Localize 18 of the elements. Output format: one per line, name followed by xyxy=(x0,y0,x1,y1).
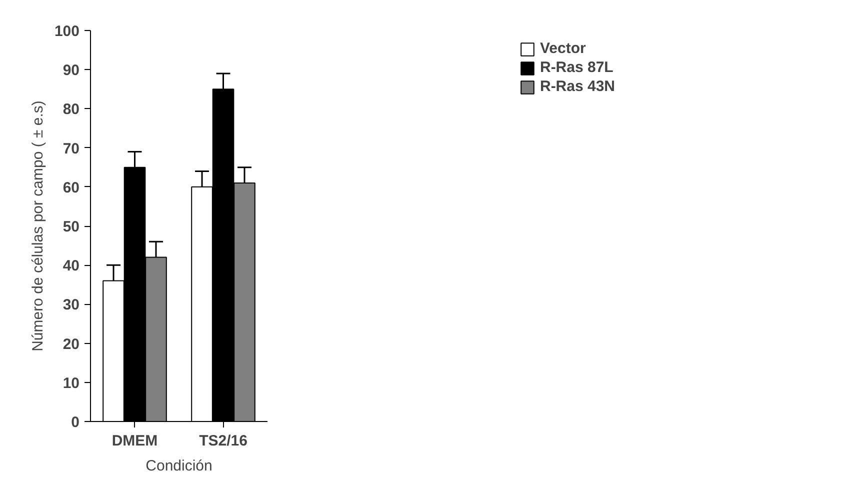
y-tick-label: 100 xyxy=(54,23,80,40)
legend-label: Vector xyxy=(540,40,586,57)
y-tick-label: 0 xyxy=(71,414,80,431)
legend-label: R-Ras 43N xyxy=(540,78,616,95)
x-axis-title: Condición xyxy=(146,458,212,474)
x-tick-label: DMEM xyxy=(112,432,158,450)
y-tick-label: 80 xyxy=(62,101,80,118)
y-tick-label: 20 xyxy=(62,336,80,353)
y-axis-title: Número de células por campo ( ± e.s) xyxy=(29,100,46,352)
x-tick-label: TS2/16 xyxy=(199,432,248,450)
y-tick-label: 10 xyxy=(62,374,80,392)
y-tick-label: 50 xyxy=(62,218,80,236)
y-tick-label: 70 xyxy=(62,140,80,158)
y-tick-label: 90 xyxy=(62,62,80,80)
legend-label: R-Ras 87L xyxy=(540,59,614,76)
y-tick-label: 60 xyxy=(62,179,80,196)
y-tick-label: 30 xyxy=(62,296,80,314)
y-tick-label: 40 xyxy=(62,258,80,275)
